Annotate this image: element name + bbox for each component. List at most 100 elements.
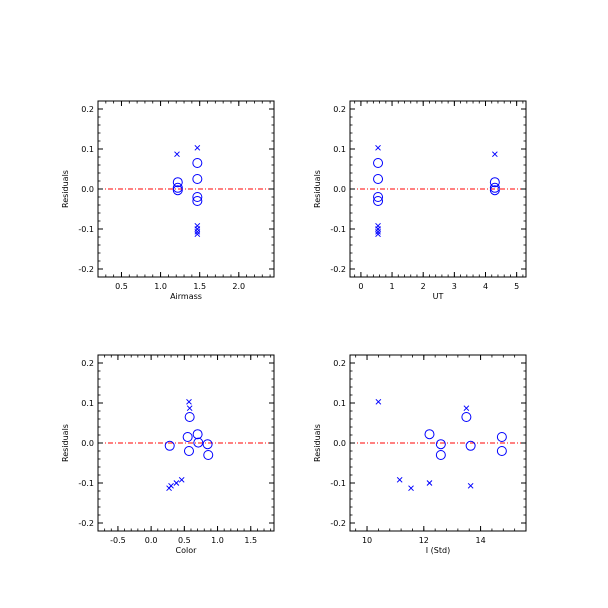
y-tick-label: -0.2 [78, 265, 94, 274]
x-marker-stroke [194, 228, 201, 235]
data-point-circle [193, 437, 204, 448]
x-tick-label: 2 [421, 282, 426, 291]
data-point-x [408, 485, 414, 492]
x-tick-label: 1.5 [193, 282, 206, 291]
data-point-x [463, 405, 470, 412]
x-marker-stroke [178, 476, 185, 483]
data-point-circle [164, 440, 175, 451]
y-axis-label: Residuals [313, 424, 322, 462]
y-tick-label: 0.0 [81, 439, 94, 448]
data-point-circle [172, 182, 183, 193]
data-point-x [194, 144, 201, 151]
x-axis-label: I (Std) [426, 546, 450, 555]
x-tick-label: 10 [362, 536, 372, 545]
data-point-x [186, 405, 193, 412]
data-point-circle [435, 439, 446, 450]
data-point-x [426, 480, 433, 486]
data-point-circle [496, 446, 507, 456]
x-axis-label: Airmass [170, 292, 202, 301]
y-tick-label: 0.2 [333, 105, 346, 114]
x-marker-stroke [491, 151, 498, 158]
data-point-x [375, 231, 381, 238]
x-marker-stroke [467, 482, 474, 489]
data-point-x [396, 476, 403, 483]
y-tick-label: 0.2 [333, 359, 346, 368]
y-tick-label: 0.2 [81, 359, 94, 368]
data-point-x [186, 398, 192, 405]
data-point-circle [172, 185, 183, 196]
data-point-circle [461, 412, 472, 422]
data-point-circle [373, 192, 384, 202]
x-tick-label: 14 [475, 536, 485, 545]
x-marker-stroke [186, 405, 193, 412]
data-point-circle [192, 196, 203, 206]
x-marker-stroke [408, 485, 414, 492]
y-tick-label: -0.1 [330, 225, 346, 234]
x-marker-stroke [375, 144, 381, 151]
y-tick-label: -0.2 [330, 265, 346, 274]
x-marker-stroke [375, 398, 382, 405]
data-point-circle [183, 446, 194, 456]
y-tick-label: 0.1 [333, 145, 346, 154]
x-marker-stroke [186, 398, 192, 405]
data-point-x [178, 476, 185, 483]
data-point-circle [192, 192, 203, 202]
data-point-circle [424, 429, 435, 440]
data-point-circle [373, 174, 384, 184]
x-tick-label: 0.5 [115, 282, 128, 291]
x-tick-label: 1.5 [244, 536, 257, 545]
data-point-circle [184, 412, 195, 422]
y-tick-label: -0.2 [78, 519, 94, 528]
data-point-circle [172, 177, 183, 188]
x-tick-label: 3 [452, 282, 457, 291]
data-point-circle [373, 158, 384, 168]
x-tick-label: 1.0 [211, 536, 224, 545]
y-tick-label: 0.0 [333, 439, 346, 448]
y-tick-label: 0.1 [81, 145, 94, 154]
data-point-x [194, 228, 201, 235]
x-marker-stroke [426, 480, 433, 486]
x-marker-stroke [194, 231, 201, 238]
x-marker-stroke [375, 228, 381, 235]
y-tick-label: 0.0 [333, 185, 346, 194]
data-point-circle [192, 158, 203, 168]
x-tick-label: 0.0 [145, 536, 158, 545]
x-axis-label: UT [433, 292, 444, 301]
data-point-circle [203, 450, 214, 460]
residual-panel: -0.5 0.0 0.5 1.0 1.5 -0.2 -0.1 0.0 0.1 0.2 Color Re… [61, 354, 275, 555]
data-point-circle [192, 174, 203, 184]
data-point-x [194, 231, 201, 238]
x-axis-label: Color [176, 546, 198, 555]
data-point-circle [435, 450, 446, 460]
x-tick-label: 0 [358, 282, 363, 291]
x-tick-label: 12 [419, 536, 429, 545]
x-tick-label: 0.5 [178, 536, 191, 545]
y-tick-label: -0.2 [330, 519, 346, 528]
data-point-circle [489, 177, 500, 188]
data-point-x [173, 480, 180, 486]
data-point-circle [373, 196, 384, 206]
data-point-x [174, 151, 180, 158]
y-axis-label: Residuals [61, 170, 70, 208]
x-marker-stroke [396, 476, 403, 483]
y-tick-label: 0.0 [81, 185, 94, 194]
data-point-circle [182, 432, 193, 442]
data-point-circle [465, 440, 476, 451]
residual-panel: 10 12 14 -0.2 -0.1 0.0 0.1 0.2 I (Std) Residuals [313, 354, 527, 555]
data-point-x [168, 482, 174, 489]
x-tick-label: 4 [483, 282, 488, 291]
residual-panel: 0.5 1.0 1.5 2.0 -0.2 -0.1 0.0 0.1 0.2 Airmass Resi… [61, 100, 275, 301]
y-axis-label: Residuals [61, 424, 70, 462]
data-point-circle [202, 439, 213, 450]
data-point-x [491, 151, 498, 158]
y-tick-label: 0.1 [81, 399, 94, 408]
x-marker-stroke [174, 151, 180, 158]
y-axis-label: Residuals [313, 170, 322, 208]
y-tick-label: 0.1 [333, 399, 346, 408]
x-marker-stroke [173, 480, 180, 486]
data-point-circle [489, 185, 500, 196]
data-point-circle [192, 429, 203, 440]
x-tick-label: -0.5 [110, 536, 126, 545]
x-tick-label: 2.0 [232, 282, 245, 291]
